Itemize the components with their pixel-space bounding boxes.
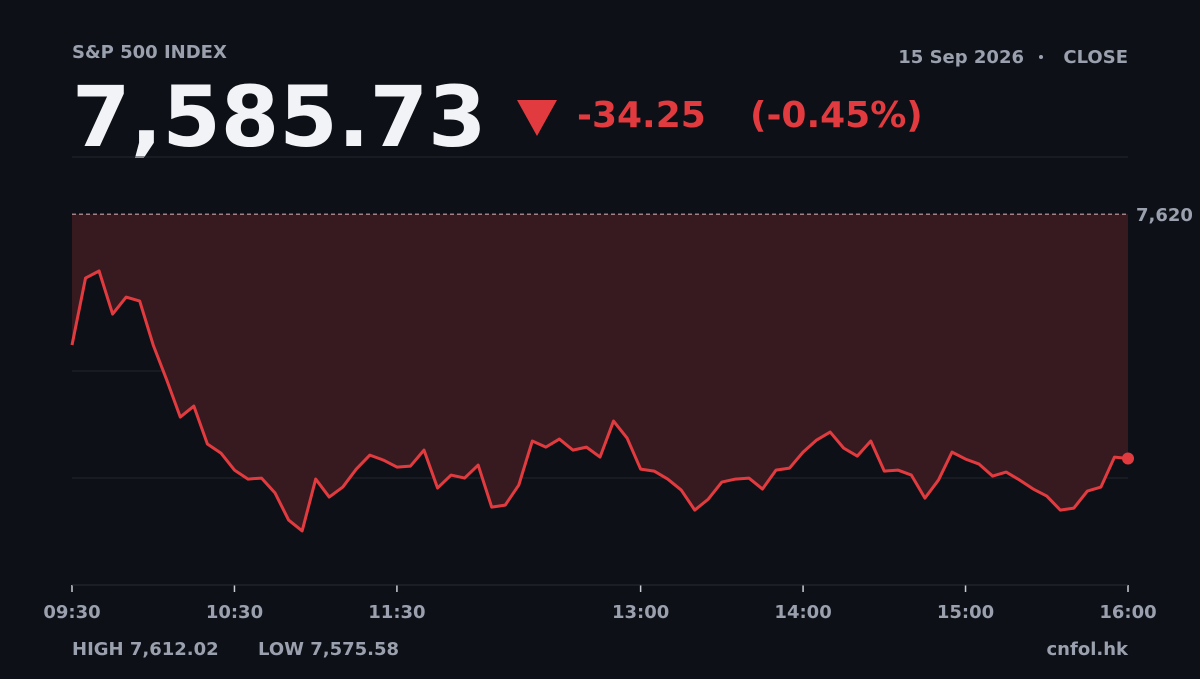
x-tick-label: 13:00	[612, 602, 669, 623]
low: LOW 7,575.58	[258, 639, 399, 660]
last-point	[1122, 452, 1134, 465]
down-arrow	[517, 100, 557, 136]
area-fill	[72, 214, 1128, 531]
date: 15 Sep 2026	[898, 47, 1024, 68]
plot: 09:30 10:30 11:30 13:00 14:00 15:00 16:00 7,620	[43, 156, 1193, 623]
x-tick-label: 11:30	[368, 602, 425, 623]
x-tick-label: 14:00	[774, 602, 831, 623]
change-percent: (-0.45%)	[750, 95, 923, 136]
index-title: S&P 500 INDEX	[72, 42, 227, 63]
change: -34.25	[577, 95, 706, 136]
x-tick-label: 09:30	[43, 602, 100, 623]
session: CLOSE	[1063, 47, 1128, 68]
high: HIGH 7,612.02	[72, 639, 219, 660]
price: 7,585.73	[72, 68, 487, 166]
x-tick-label: 10:30	[206, 602, 263, 623]
source: cnfol.hk	[1047, 639, 1130, 660]
x-tick-label: 16:00	[1099, 602, 1156, 623]
reference-label: 7,620	[1136, 205, 1193, 226]
price-line	[70, 269, 1129, 533]
x-tick-label: 15:00	[937, 602, 994, 623]
separator	[1039, 55, 1043, 59]
